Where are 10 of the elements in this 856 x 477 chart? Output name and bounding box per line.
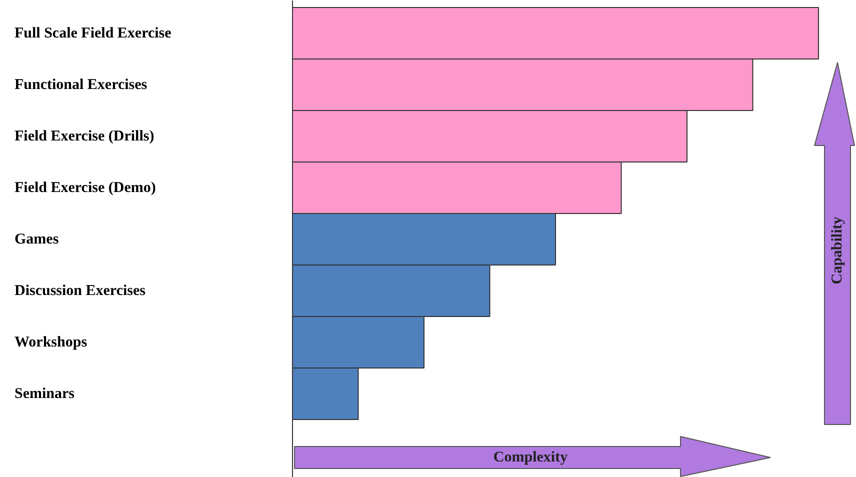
y-tick-label: Field Exercise (Drills): [14, 128, 154, 144]
annotation: Complexity: [493, 450, 568, 466]
y-tick-label: Functional Exercises: [14, 76, 148, 93]
y-tick-label: Field Exercise (Demo): [14, 180, 156, 196]
y-tick-label: Discussion Exercises: [14, 282, 146, 299]
text: Capability: [830, 216, 846, 284]
y-tick-label: Seminars: [14, 386, 75, 402]
y-tick-label: Workshops: [14, 334, 88, 350]
y-tick-label: Full Scale Field Exercise: [14, 25, 172, 42]
y-tick-label: Games: [14, 231, 59, 248]
